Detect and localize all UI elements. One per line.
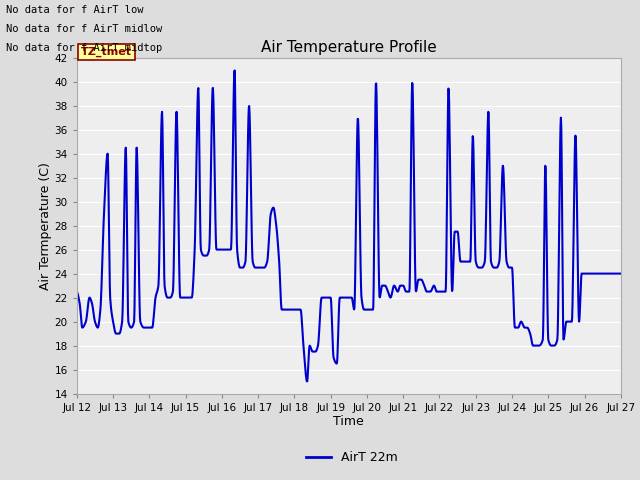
Text: No data for f AirT midtop: No data for f AirT midtop <box>6 43 163 53</box>
Text: No data for f AirT midlow: No data for f AirT midlow <box>6 24 163 34</box>
Title: Air Temperature Profile: Air Temperature Profile <box>261 40 436 55</box>
Text: No data for f AirT low: No data for f AirT low <box>6 5 144 15</box>
X-axis label: Time: Time <box>333 415 364 429</box>
Y-axis label: Air Termperature (C): Air Termperature (C) <box>39 162 52 289</box>
Legend: AirT 22m: AirT 22m <box>301 446 403 469</box>
Text: TZ_tmet: TZ_tmet <box>81 47 132 57</box>
